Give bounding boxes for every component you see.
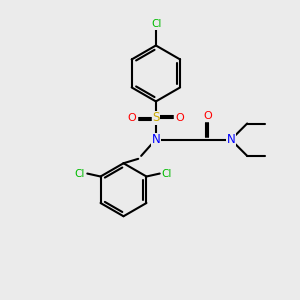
Text: Cl: Cl [75,169,85,178]
Text: O: O [203,111,212,121]
Text: O: O [176,112,184,123]
Text: S: S [152,111,160,124]
Text: N: N [226,133,235,146]
Text: Cl: Cl [151,19,162,29]
Text: Cl: Cl [162,169,172,178]
Text: N: N [152,133,160,146]
Text: O: O [128,112,136,123]
